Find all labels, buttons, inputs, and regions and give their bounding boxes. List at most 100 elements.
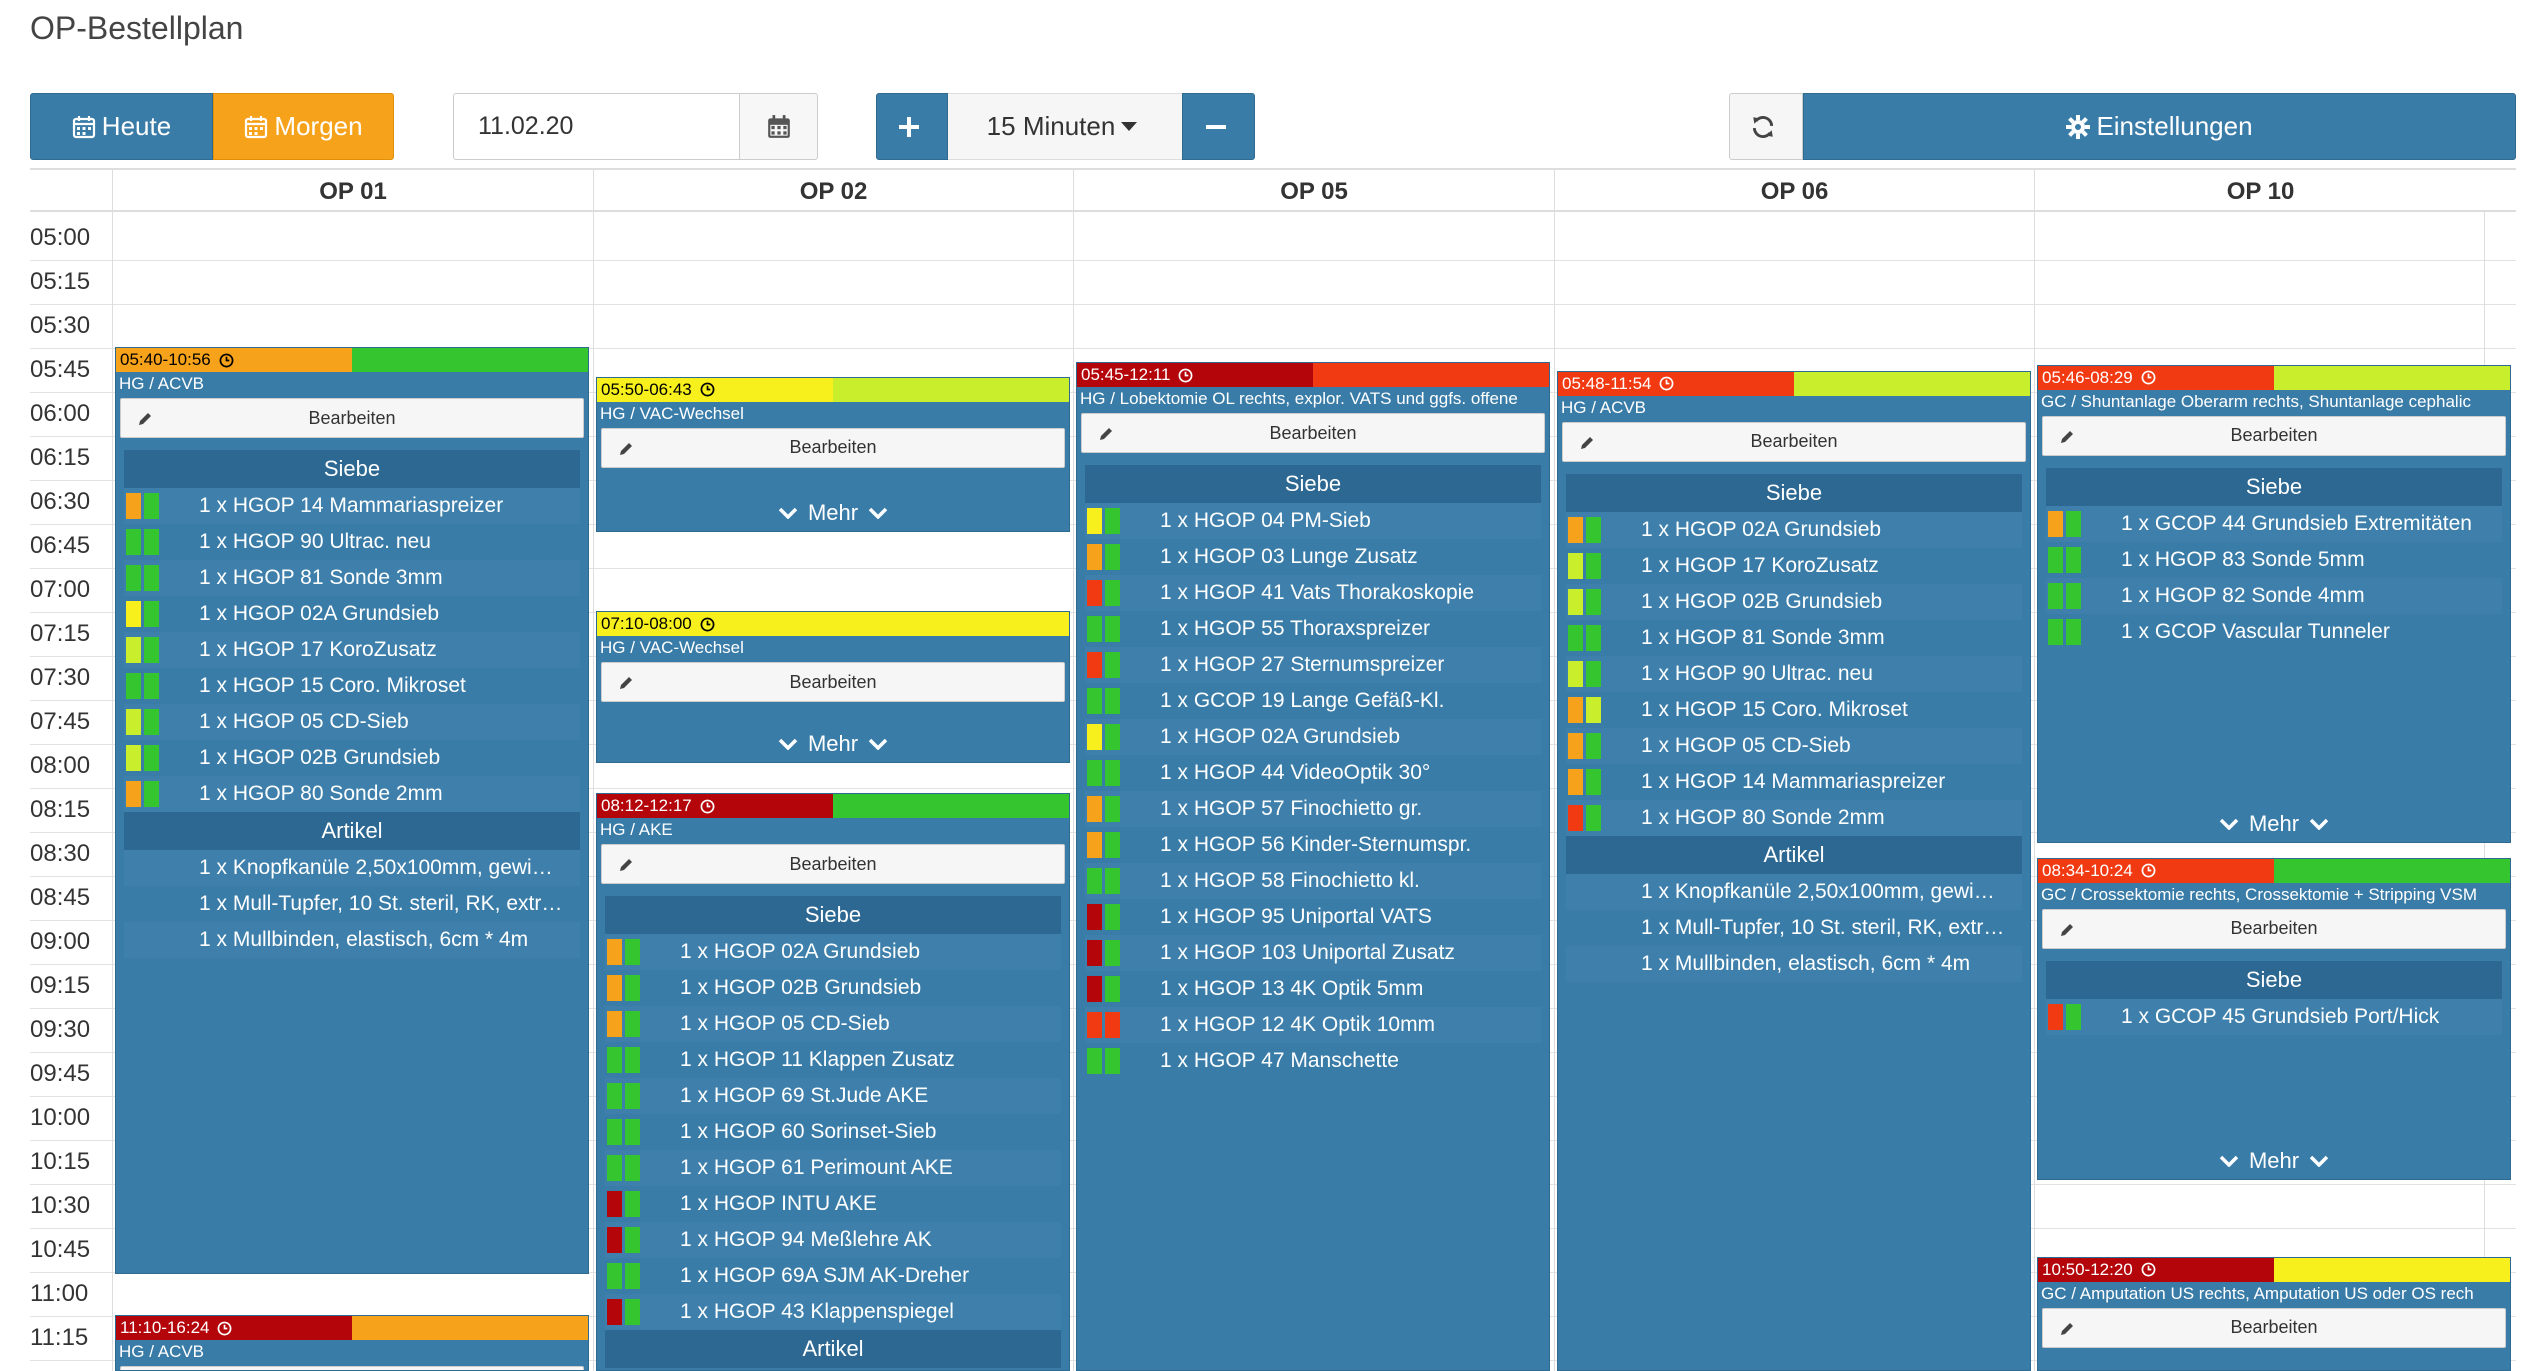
more-button[interactable]: Mehr [597,726,1069,762]
siebe-item-label: 1 x HGOP 81 Sonde 3mm [199,566,443,590]
more-button[interactable]: Mehr [2038,1143,2510,1179]
edit-button[interactable]: Bearbeiten [2042,1307,2506,1348]
status-indicator [1586,588,1601,615]
status-indicator [1105,580,1120,606]
op-card[interactable]: 08:34-10:24 GC / Crossektomie rechts, Cro… [2037,857,2511,1181]
siebe-item-label: 1 x HGOP 14 Mammariaspreizer [1641,769,1946,793]
status-indicators [1085,580,1160,606]
date-picker-button[interactable] [739,93,818,160]
status-segment [2274,365,2510,390]
status-indicator [2066,1003,2081,1030]
op-card[interactable]: 05:40-10:56 HG / ACVB Bearbeiten Siebe 1 x H… [115,347,589,1275]
status-bar: 05:46-08:29 [2038,365,2510,390]
edit-button[interactable]: Bearbeiten [2042,908,2506,949]
op-card[interactable]: 05:46-08:29 GC / Shuntanlage Oberarm rech… [2037,364,2511,844]
siebe-item: 1 x HGOP 55 Thoraxspreizer [1085,611,1541,647]
status-indicator [607,1011,622,1038]
siebe-item: 1 x HGOP 82 Sonde 4mm [2046,577,2502,614]
status-indicator [2048,1003,2063,1030]
status-indicator [144,673,159,700]
artikel-item: 1 x Mull-Tupfer, 10 St. steril, RK, extr… [1566,909,2022,946]
status-indicators [605,1299,680,1326]
siebe-section: Siebe 1 x HGOP 14 Mammariaspreizer 1 x HGO… [124,450,580,959]
card-description: GC / Shuntanlage Oberarm rechts, Shuntan… [2038,389,2510,414]
status-indicator [1087,724,1102,750]
time-gridline [30,260,2516,261]
siebe-item-label: 1 x HGOP 82 Sonde 4mm [2121,583,2365,607]
status-indicator [1105,652,1120,678]
time-label: 10:00 [30,1104,91,1131]
status-indicator [1087,616,1102,642]
status-indicators [2046,582,2121,609]
status-indicator [126,493,141,520]
chevron-down-icon [778,507,798,520]
edit-button[interactable]: Bearbeiten [1562,421,2026,462]
status-indicators [1566,588,1641,615]
siebe-item: 1 x HGOP 81 Sonde 3mm [1566,619,2022,656]
zoom-in-button[interactable] [876,93,948,160]
edit-button[interactable]: Bearbeiten [601,427,1065,468]
status-indicator [2048,510,2063,537]
op-card[interactable]: 10:50-12:20 GC / Amputation US rechts, Am… [2037,1256,2511,1371]
op-card[interactable]: 08:12-12:17 HG / AKE Bearbeiten Siebe 1 x HG… [596,793,1070,1371]
status-indicator [1568,732,1583,759]
status-indicator [1568,624,1583,651]
status-indicator [607,1083,622,1110]
status-indicator [2048,546,2063,573]
card-time-text: 07:10-08:00 [601,614,692,634]
interval-dropdown[interactable]: 15 Minuten [948,93,1182,160]
edit-button[interactable]: Bearbeiten [120,1366,584,1370]
siebe-item: 1 x HGOP 41 Vats Thorakoskopie [1085,575,1541,611]
status-indicator [2048,582,2063,609]
edit-button[interactable]: Bearbeiten [2042,415,2506,456]
status-indicator [1105,1048,1120,1074]
edit-button[interactable]: Bearbeiten [1081,413,1545,453]
today-button[interactable]: Heute [30,93,213,160]
edit-label: Bearbeiten [308,407,396,428]
status-segment [2038,1257,2274,1282]
card-description: GC / Crossektomie rechts, Crossektomie +… [2038,882,2510,907]
status-indicator [1087,544,1102,570]
tomorrow-button[interactable]: Morgen [213,93,394,160]
siebe-item: 1 x HGOP 12 4K Optik 10mm [1085,1007,1541,1043]
card-time-range: 08:12-12:17 [601,794,715,818]
column-header-op10: OP 10 [2034,170,2486,214]
refresh-button[interactable] [1729,93,1803,160]
status-indicator [144,529,159,556]
siebe-item-label: 1 x HGOP 13 4K Optik 5mm [1160,977,1424,1000]
status-bar: 08:12-12:17 [597,794,1069,819]
siebe-item-label: 1 x HGOP 55 Thoraxspreizer [1160,617,1431,640]
date-input[interactable]: 11.02.20 [453,93,740,160]
edit-button[interactable]: Bearbeiten [601,662,1065,703]
artikel-item: 1 x Knopfkanüle 2,50x100mm, gewi… [124,850,580,887]
zoom-out-button[interactable] [1182,93,1255,160]
siebe-item-label: 1 x HGOP 27 Sternumspreizer [1160,653,1445,676]
siebe-item-label: 1 x HGOP 11 Klappen Zusatz [680,1048,955,1072]
card-description: HG / AKE [597,818,1069,843]
status-indicators [124,601,199,628]
siebe-item: 1 x HGOP 15 Coro. Mikroset [124,668,580,705]
pencil-icon [1581,436,1593,449]
status-indicator [126,565,141,592]
column-divider [593,212,594,1371]
status-indicators [1085,940,1160,966]
status-indicator [126,709,141,736]
siebe-item-label: 1 x HGOP 41 Vats Thorakoskopie [1160,581,1474,604]
op-card[interactable]: 05:50-06:43 HG / VAC-Wechsel Bearbeiten Meh… [596,376,1070,533]
op-card[interactable]: 07:10-08:00 HG / VAC-Wechsel Bearbeiten Meh… [596,611,1070,764]
status-indicators [1566,804,1641,831]
edit-button[interactable]: Bearbeiten [601,844,1065,885]
status-indicator [625,1263,640,1290]
time-label: 05:15 [30,268,91,295]
siebe-item-label: 1 x HGOP 57 Finochietto gr. [1160,797,1423,820]
more-button[interactable]: Mehr [597,495,1069,531]
edit-button[interactable]: Bearbeiten [120,398,584,439]
artikel-item-label: 1 x Mull-Tupfer, 10 St. steril, RK, extr… [199,892,563,916]
settings-button[interactable]: Einstellungen [1803,93,2516,160]
op-card[interactable]: 05:45-12:11 HG / Lobektomie OL rechts, ex… [1076,362,1550,1371]
op-card[interactable]: 05:48-11:54 HG / ACVB Bearbeiten Siebe 1 x H… [1557,370,2031,1371]
more-button[interactable]: Mehr [2038,806,2510,842]
siebe-item-label: 1 x HGOP 80 Sonde 2mm [1641,805,1885,829]
calendar-icon [245,115,268,138]
